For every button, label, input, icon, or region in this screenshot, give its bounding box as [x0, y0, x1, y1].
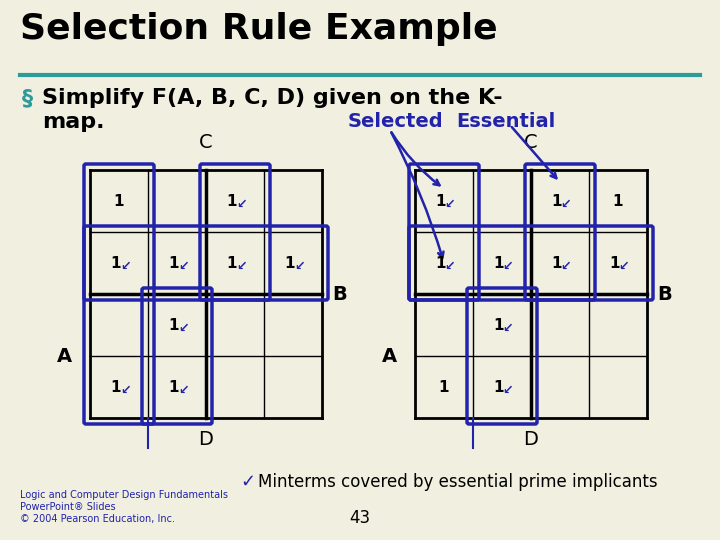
Text: 1: 1: [284, 255, 295, 271]
Text: map.: map.: [42, 112, 104, 132]
Text: 1: 1: [114, 193, 125, 208]
Text: 1: 1: [552, 255, 562, 271]
Text: ↙: ↙: [503, 321, 513, 334]
Text: ↙: ↙: [235, 198, 246, 211]
Text: A: A: [382, 347, 397, 366]
Text: Logic and Computer Design Fundamentals: Logic and Computer Design Fundamentals: [20, 490, 228, 500]
Text: 1: 1: [111, 380, 121, 395]
Text: 1: 1: [494, 255, 504, 271]
Text: ↙: ↙: [503, 383, 513, 396]
Text: ↙: ↙: [178, 260, 188, 273]
Text: 1: 1: [227, 255, 238, 271]
Text: C: C: [199, 133, 213, 152]
Text: 1: 1: [168, 380, 179, 395]
Text: 1: 1: [168, 255, 179, 271]
Text: 1: 1: [552, 193, 562, 208]
Text: Minterms covered by essential prime implicants: Minterms covered by essential prime impl…: [258, 473, 657, 491]
Text: ↙: ↙: [503, 260, 513, 273]
Text: 1: 1: [494, 318, 504, 333]
Text: ↙: ↙: [561, 198, 571, 211]
Text: ✓: ✓: [240, 473, 256, 491]
Text: 1: 1: [436, 255, 446, 271]
Text: 1: 1: [168, 318, 179, 333]
Text: Essential: Essential: [456, 112, 555, 131]
Text: 43: 43: [349, 509, 371, 527]
Text: B: B: [657, 285, 672, 303]
Text: ↙: ↙: [294, 260, 305, 273]
Text: 1: 1: [436, 193, 446, 208]
Text: ↙: ↙: [561, 260, 571, 273]
Text: ↙: ↙: [445, 198, 455, 211]
Text: ↙: ↙: [120, 260, 130, 273]
Text: Selected: Selected: [348, 112, 444, 131]
Text: ↙: ↙: [178, 321, 188, 334]
Text: D: D: [523, 430, 539, 449]
Text: 1: 1: [610, 255, 620, 271]
Text: 1: 1: [227, 193, 238, 208]
Text: ↙: ↙: [235, 260, 246, 273]
Text: 1: 1: [438, 380, 449, 395]
Text: 1: 1: [111, 255, 121, 271]
Text: PowerPoint® Slides: PowerPoint® Slides: [20, 502, 116, 512]
Text: C: C: [524, 133, 538, 152]
Text: 1: 1: [494, 380, 504, 395]
Text: ↙: ↙: [178, 383, 188, 396]
Text: ↙: ↙: [618, 260, 629, 273]
Text: 1: 1: [613, 193, 624, 208]
Text: §: §: [22, 88, 33, 108]
Text: © 2004 Pearson Education, Inc.: © 2004 Pearson Education, Inc.: [20, 514, 175, 524]
Text: A: A: [57, 347, 72, 366]
Text: B: B: [332, 285, 347, 303]
Text: Selection Rule Example: Selection Rule Example: [20, 12, 498, 46]
Text: D: D: [199, 430, 213, 449]
Text: ↙: ↙: [445, 260, 455, 273]
Text: Simplify F(A, B, C, D) given on the K-: Simplify F(A, B, C, D) given on the K-: [42, 88, 503, 108]
Text: ↙: ↙: [120, 383, 130, 396]
